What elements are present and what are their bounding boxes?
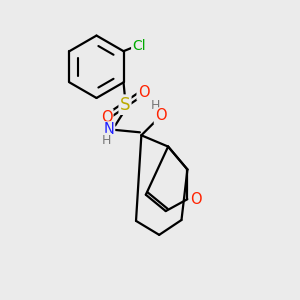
Text: O: O [138, 85, 149, 100]
Text: O: O [101, 110, 112, 125]
Text: O: O [190, 192, 202, 207]
Text: O: O [155, 109, 167, 124]
Text: H: H [151, 99, 160, 112]
Text: Cl: Cl [132, 39, 146, 53]
Text: N: N [103, 122, 114, 137]
Text: S: S [120, 96, 130, 114]
Text: H: H [102, 134, 111, 147]
